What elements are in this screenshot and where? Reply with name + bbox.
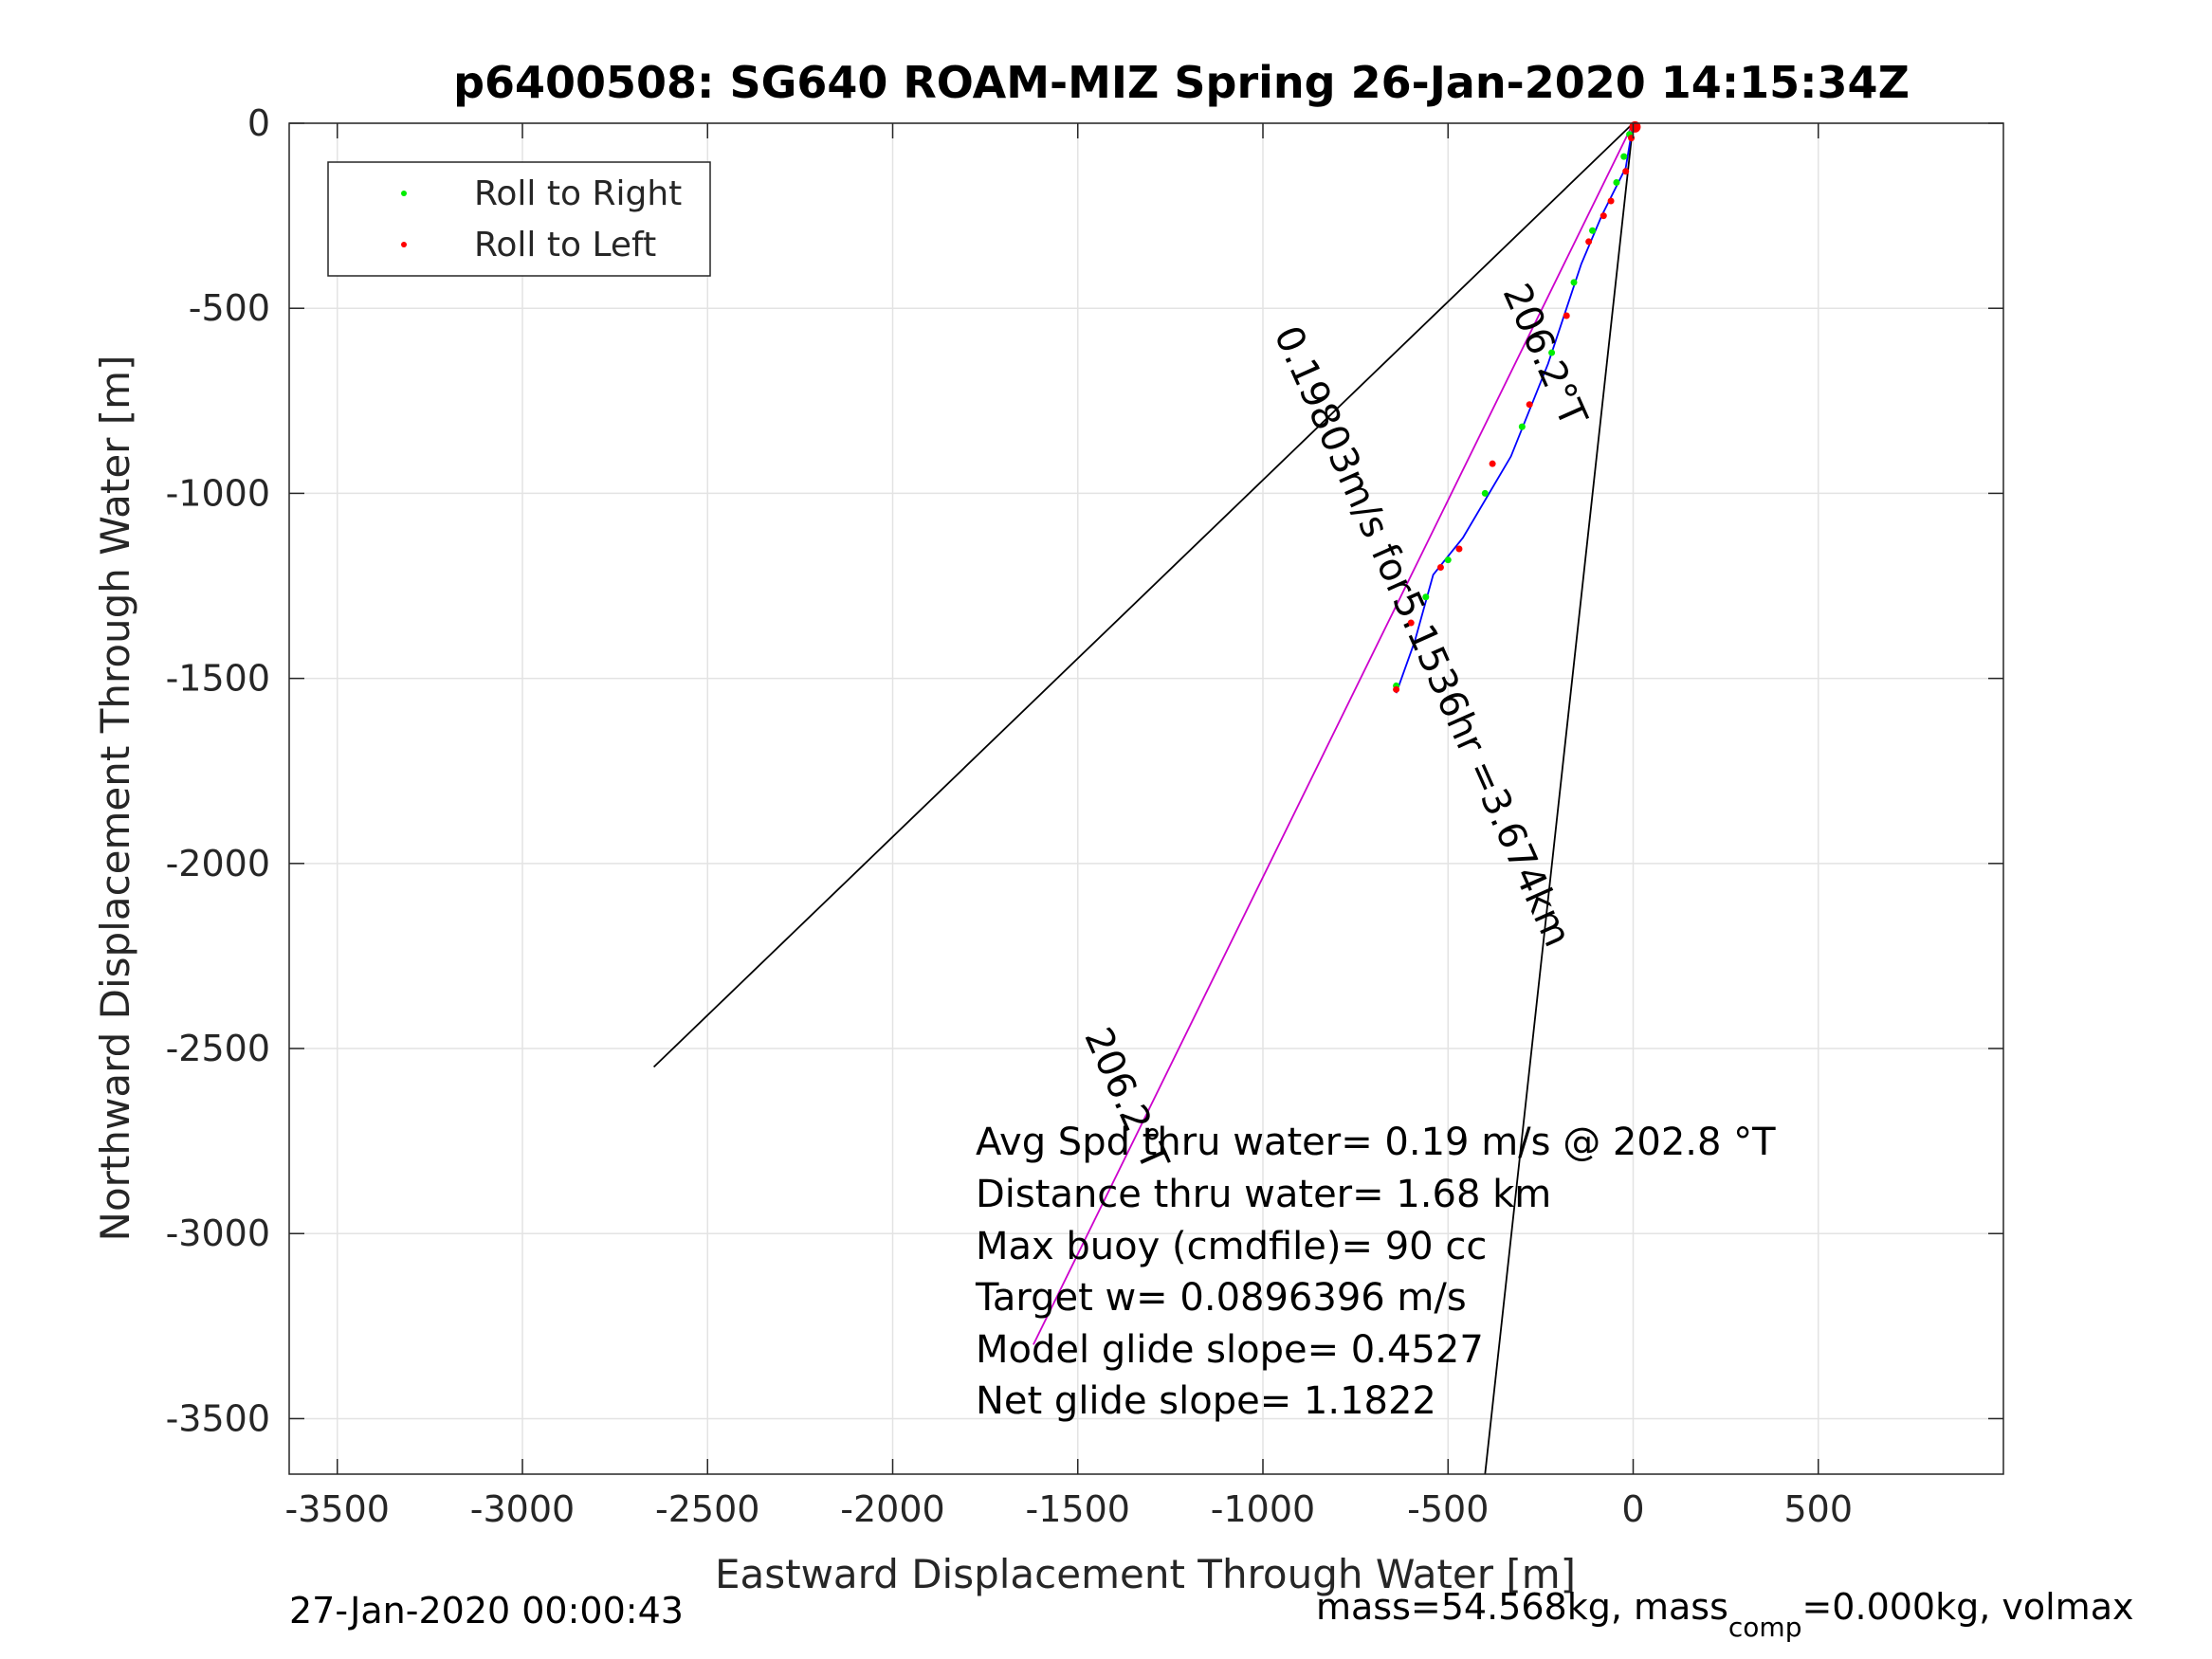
- y-tick-label: -1500: [166, 658, 270, 700]
- roll-left-point: [1489, 460, 1496, 467]
- roll-right-point: [1481, 489, 1489, 497]
- track-line-0: [652, 122, 1635, 1068]
- roll-left-point: [1526, 401, 1533, 409]
- model-glide-slope-annotation: Model glide slope= 0.4527: [976, 1328, 1484, 1372]
- track-line-1: [1484, 122, 1635, 1475]
- legend-roll-right-label: Roll to Right: [474, 174, 682, 213]
- roll-right-point: [1620, 153, 1628, 160]
- chart-title: p6400508: SG640 ROAM-MIZ Spring 26-Jan-2…: [453, 57, 1910, 108]
- data-points: [1393, 120, 1641, 693]
- y-tick-label: -3000: [166, 1212, 270, 1254]
- start-point: [1629, 120, 1641, 133]
- distance-annotation: Distance thru water= 1.68 km: [976, 1173, 1551, 1216]
- roll-right-point: [1518, 423, 1526, 430]
- legend-roll-left-label: Roll to Left: [474, 226, 656, 264]
- target-w-annotation: Target w= 0.0896396 m/s: [975, 1276, 1467, 1320]
- track-line-3: [1395, 122, 1635, 694]
- roll-left-point: [1455, 545, 1463, 553]
- roll-right-point: [1613, 178, 1620, 186]
- roll-right-point: [1589, 227, 1597, 234]
- roll-left-point: [1407, 619, 1415, 627]
- x-tick-label: -2500: [655, 1488, 759, 1530]
- plot-frame: [288, 122, 2004, 1475]
- y-tick-label: -500: [189, 287, 270, 329]
- y-tick-label: -3500: [166, 1397, 270, 1439]
- y-tick-label: -2500: [166, 1028, 270, 1069]
- max-buoy-annotation: Max buoy (cmdfile)= 90 cc: [976, 1225, 1487, 1268]
- axis-ticks: -3500 -3000 -2500 -2000 -1500 -1000 -500 0 500 0 -…: [166, 102, 2003, 1530]
- footer-mass-prefix: mass=54.568kg, mass: [1316, 1586, 1728, 1628]
- avg-speed-annotation: Avg Spd thru water= 0.19 m/s @ 202.8 °T: [976, 1121, 1776, 1164]
- y-tick-label: 0: [247, 102, 270, 144]
- y-tick-label: -1000: [166, 472, 270, 514]
- plot-background: [289, 123, 2003, 1474]
- x-tick-label: -3000: [470, 1488, 575, 1530]
- y-tick-label: -2000: [166, 843, 270, 884]
- y-axis-label: Northward Displacement Through Water [m]: [92, 356, 138, 1242]
- roll-left-point: [1622, 168, 1630, 175]
- data-series: [652, 122, 1635, 1475]
- roll-right-point: [1444, 556, 1452, 564]
- x-tick-label: -500: [1407, 1488, 1489, 1530]
- footer-mass-info: mass=54.568kg, masscomp=0.000kg, volmax: [1316, 1586, 2133, 1643]
- legend-roll-left-marker: [401, 242, 407, 247]
- x-tick-label: 500: [1783, 1488, 1853, 1530]
- x-tick-label: -1500: [1026, 1488, 1130, 1530]
- legend: Roll to Right Roll to Left: [327, 161, 711, 277]
- footer-mass-subscript: comp: [1728, 1612, 1802, 1643]
- footer-timestamp: 27-Jan-2020 00:00:43: [289, 1590, 684, 1632]
- roll-right-point: [1548, 349, 1556, 356]
- net-glide-slope-annotation: Net glide slope= 1.1822: [976, 1379, 1436, 1423]
- roll-left-point: [1607, 197, 1615, 205]
- roll-left-point: [1600, 212, 1607, 220]
- legend-roll-right-marker: [401, 191, 407, 196]
- roll-right-point: [1570, 279, 1578, 286]
- x-tick-label: 0: [1621, 1488, 1644, 1530]
- roll-left-point: [1436, 563, 1444, 571]
- x-tick-label: -3500: [285, 1488, 390, 1530]
- legend-box: [327, 161, 711, 277]
- roll-left-point: [1393, 685, 1400, 693]
- stats-annotations: Avg Spd thru water= 0.19 m/s @ 202.8 °T …: [975, 1121, 1776, 1423]
- x-tick-label: -2000: [840, 1488, 944, 1530]
- roll-right-point: [1422, 593, 1430, 601]
- track-line-2: [1033, 122, 1635, 1345]
- roll-left-point: [1563, 312, 1570, 319]
- grid-lines: [289, 122, 2003, 1474]
- plot-area: 206.2°T0.19803m/s for5.1536hr =3.674km20…: [166, 102, 2004, 1530]
- x-axis-label: Eastward Displacement Through Water [m]: [715, 1551, 1576, 1597]
- footer-mass-suffix: =0.000kg, volmax: [1801, 1586, 2133, 1628]
- roll-left-point: [1585, 238, 1593, 246]
- x-tick-label: -1000: [1211, 1488, 1315, 1530]
